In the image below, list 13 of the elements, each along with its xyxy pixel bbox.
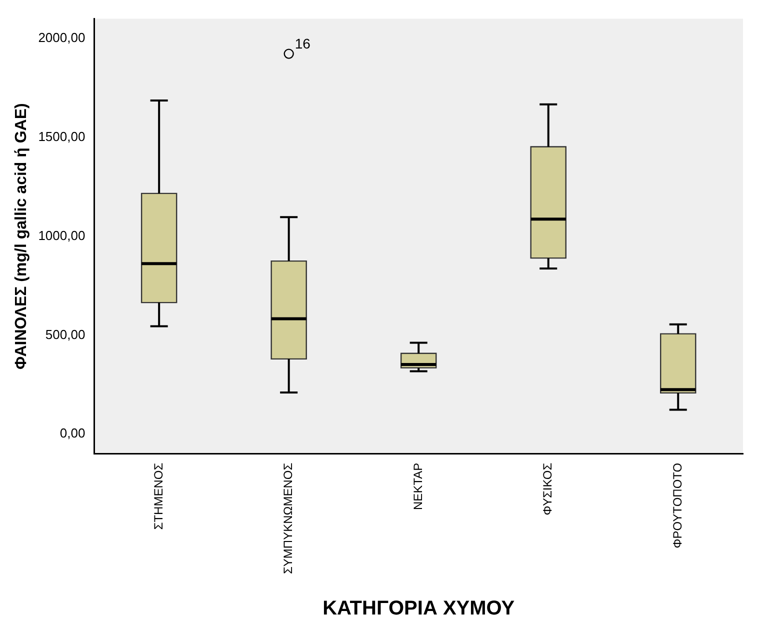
- x-tick-label: ΦΡΟΥΤΟΠΟΤΟ: [670, 462, 684, 548]
- x-tick-label: ΣΥΜΠΥΚΝΩΜΕΝΟΣ: [281, 462, 296, 574]
- y-tick-label: 1000,00: [38, 228, 86, 243]
- y-tick-label: 500,00: [45, 326, 86, 342]
- x-axis-title: ΚΑΤΗΓΟΡΙΑ ΧΥΜΟΥ: [322, 598, 516, 620]
- x-tick-label: ΦΥΣΙΚΟΣ: [540, 462, 555, 516]
- y-axis-title: ΦΑΙΝΟΛΕΣ (mg/l gallic acid ή GAE): [13, 103, 30, 370]
- x-tick-label: ΣΤΗΜΕΝΟΣ: [151, 462, 166, 530]
- y-tick-label: 2000,00: [38, 30, 86, 46]
- y-tick-label: 1500,00: [38, 129, 86, 144]
- x-tick-label: ΝΕΚΤΑΡ: [410, 462, 425, 510]
- annotation: 16: [294, 36, 311, 52]
- y-tick-label: 0,00: [60, 426, 86, 441]
